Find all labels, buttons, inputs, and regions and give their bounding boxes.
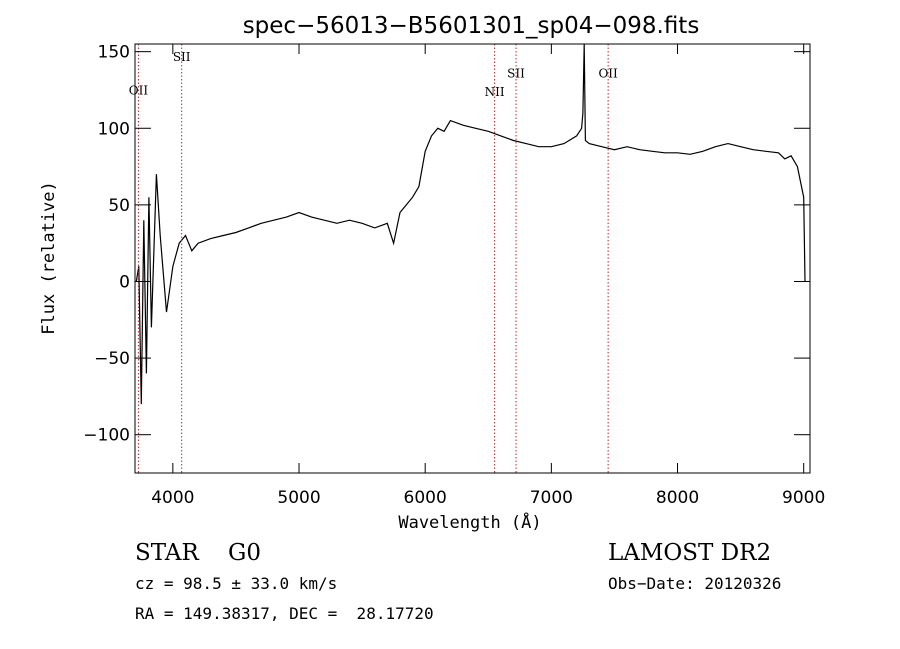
y-tick-label: 100 (98, 119, 130, 139)
y-tick-label: −50 (94, 349, 130, 369)
spectral-class: STAR G0 (135, 540, 262, 566)
x-tick-label: 6000 (404, 488, 447, 508)
chart-title: spec−56013−B5601301_sp04−098.fits (243, 13, 700, 39)
x-tick-label: 9000 (782, 488, 825, 508)
y-axis-label: Flux (relative) (39, 181, 59, 335)
x-tick-label: 5000 (277, 488, 320, 508)
survey-name: LAMOST DR2 (608, 540, 772, 566)
y-tick-label: 150 (98, 43, 130, 63)
spectrum-series-0 (135, 43, 806, 405)
plot-frame (134, 43, 811, 474)
emission-line-label: OII (598, 67, 618, 81)
y-tick-label: 0 (119, 272, 130, 292)
emission-line-label: NII (485, 85, 505, 99)
y-tick-label: −100 (83, 426, 130, 446)
emission-line-label: OII (129, 84, 149, 98)
x-tick-label: 4000 (151, 488, 194, 508)
emission-line-label: SII (173, 50, 191, 64)
observation-date: Obs−Date: 20120326 (608, 574, 782, 593)
x-tick-label: 8000 (656, 488, 699, 508)
x-tick-label: 7000 (530, 488, 573, 508)
redshift-velocity: cz = 98.5 ± 33.0 km/s (135, 574, 338, 593)
y-tick-label: 50 (108, 196, 130, 216)
coordinates: RA = 149.38317, DEC = 28.17720 (135, 604, 434, 623)
emission-line-label: SII (507, 67, 525, 81)
x-axis-label: Wavelength (Å) (398, 511, 541, 533)
